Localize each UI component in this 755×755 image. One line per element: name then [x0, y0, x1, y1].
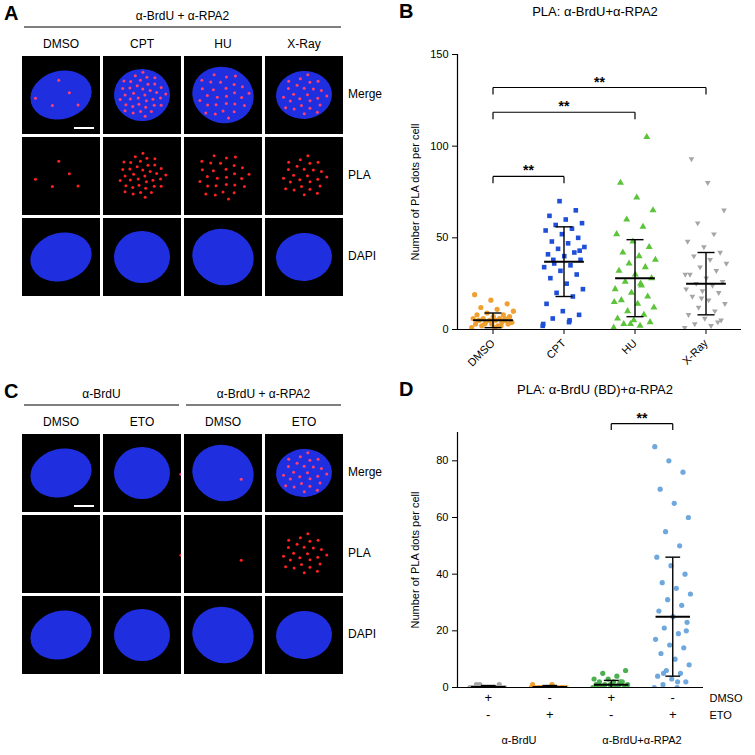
svg-text:Merge: Merge: [348, 87, 382, 101]
svg-text:-: -: [609, 707, 613, 722]
svg-text:60: 60: [436, 511, 448, 523]
svg-text:C: C: [4, 380, 18, 402]
svg-text:**: **: [637, 410, 648, 426]
svg-text:DMSO: DMSO: [205, 415, 241, 429]
svg-text:ETO: ETO: [710, 709, 733, 721]
svg-text:CPT: CPT: [544, 337, 568, 361]
svg-text:40: 40: [436, 568, 448, 580]
svg-text:HU: HU: [214, 37, 231, 51]
svg-text:DAPI: DAPI: [348, 249, 376, 263]
svg-text:Number of PLA dots per cell: Number of PLA dots per cell: [409, 124, 421, 261]
svg-text:150: 150: [430, 48, 448, 60]
html-text:PLA: α-BrdU+α-RPA2: PLA: α-BrdU+α-RPA2: [532, 4, 658, 19]
svg-text:-: -: [671, 690, 675, 705]
svg-text:DMSO: DMSO: [710, 692, 743, 704]
svg-text:**: **: [523, 162, 534, 178]
svg-text:+: +: [607, 690, 615, 705]
svg-text:CPT: CPT: [130, 37, 155, 51]
svg-text:α-BrdU + α-RPA2: α-BrdU + α-RPA2: [217, 387, 311, 401]
svg-text:PLA: PLA: [348, 168, 371, 182]
svg-text:+: +: [484, 690, 492, 705]
svg-text:DMSO: DMSO: [43, 415, 79, 429]
svg-text:HU: HU: [619, 337, 639, 357]
svg-text:Number of PLA dots per cell: Number of PLA dots per cell: [409, 492, 421, 629]
svg-text:X-Ray: X-Ray: [287, 37, 320, 51]
svg-text:+: +: [669, 707, 677, 722]
svg-text:α-BrdU: α-BrdU: [82, 387, 120, 401]
svg-text:100: 100: [430, 140, 448, 152]
svg-text:α-BrdU+α-RPA2: α-BrdU+α-RPA2: [602, 734, 681, 746]
svg-text:ETO: ETO: [292, 415, 316, 429]
html-text:PLA: α-BrdU (BD)+α-RPA2: PLA: α-BrdU (BD)+α-RPA2: [517, 382, 673, 397]
svg-text:α-BrdU + α-RPA2: α-BrdU + α-RPA2: [136, 9, 230, 23]
svg-text:DAPI: DAPI: [348, 627, 376, 641]
svg-text:0: 0: [442, 681, 448, 693]
svg-text:A: A: [4, 2, 18, 24]
svg-text:Merge: Merge: [348, 465, 382, 479]
svg-text:50: 50: [436, 231, 448, 243]
svg-text:0: 0: [442, 323, 448, 335]
svg-text:-: -: [486, 707, 490, 722]
svg-text:DMSO: DMSO: [43, 37, 79, 51]
svg-text:-: -: [548, 690, 552, 705]
svg-text:**: **: [559, 98, 570, 114]
svg-text:α-BrdU: α-BrdU: [501, 734, 536, 746]
svg-text:20: 20: [436, 624, 448, 636]
svg-text:+: +: [546, 707, 554, 722]
svg-text:PLA: PLA: [348, 546, 371, 560]
svg-text:DMSO: DMSO: [465, 336, 497, 368]
svg-text:ETO: ETO: [130, 415, 154, 429]
html-text:B: B: [399, 0, 414, 22]
svg-text:80: 80: [436, 454, 448, 466]
html-text:D: D: [399, 378, 414, 400]
svg-text:**: **: [594, 74, 605, 90]
svg-text:X-Ray: X-Ray: [680, 336, 710, 366]
